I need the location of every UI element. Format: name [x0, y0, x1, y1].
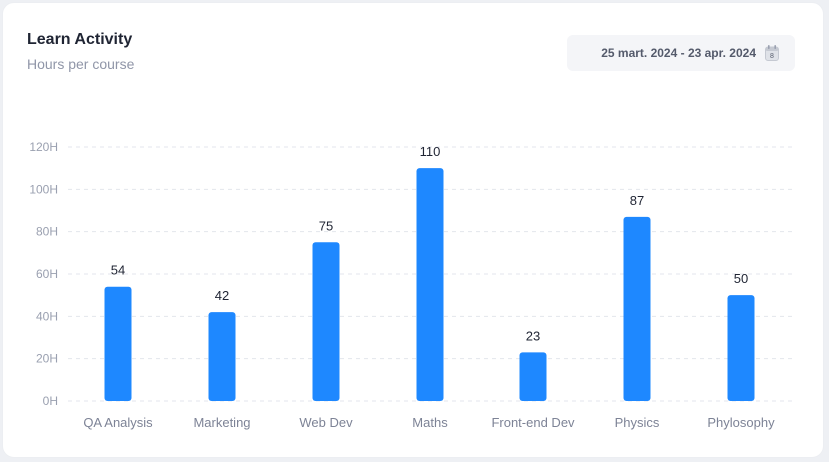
- bar: [104, 286, 132, 401]
- calendar-icon: 8: [765, 45, 779, 61]
- date-range-label: 25 mart. 2024 - 23 apr. 2024: [601, 46, 756, 60]
- learn-activity-card: Learn Activity Hours per course 25 mart.…: [2, 2, 824, 458]
- y-tick-label: 60H: [36, 267, 58, 281]
- date-range-picker[interactable]: 25 mart. 2024 - 23 apr. 2024 8: [567, 35, 795, 71]
- y-tick-label: 80H: [36, 225, 58, 239]
- x-tick-label: Phylosophy: [707, 415, 775, 430]
- svg-text:8: 8: [770, 53, 774, 60]
- x-tick-label: Maths: [412, 415, 448, 430]
- bar-value-label: 75: [319, 218, 333, 233]
- bar: [727, 295, 755, 401]
- y-tick-label: 100H: [29, 182, 58, 196]
- x-tick-label: Physics: [615, 415, 660, 430]
- x-tick-label: Front-end Dev: [491, 415, 575, 430]
- y-tick-label: 0H: [43, 394, 58, 408]
- bar-value-label: 54: [111, 263, 125, 278]
- bar-value-label: 50: [734, 271, 748, 286]
- bar: [519, 352, 547, 401]
- bar: [208, 312, 236, 401]
- bar-value-label: 42: [215, 288, 229, 303]
- y-tick-label: 120H: [29, 140, 58, 154]
- bar-value-label: 23: [526, 328, 540, 343]
- y-tick-label: 40H: [36, 309, 58, 323]
- bar: [623, 216, 651, 401]
- chart-subtitle: Hours per course: [27, 56, 135, 72]
- x-tick-label: Web Dev: [299, 415, 353, 430]
- bar-value-label: 87: [630, 193, 644, 208]
- bar: [416, 168, 444, 401]
- x-tick-label: Marketing: [193, 415, 250, 430]
- bar: [312, 242, 340, 401]
- bar-value-label: 110: [420, 144, 441, 159]
- x-tick-label: QA Analysis: [83, 415, 153, 430]
- chart-title: Learn Activity: [27, 31, 133, 48]
- y-tick-label: 20H: [36, 352, 58, 366]
